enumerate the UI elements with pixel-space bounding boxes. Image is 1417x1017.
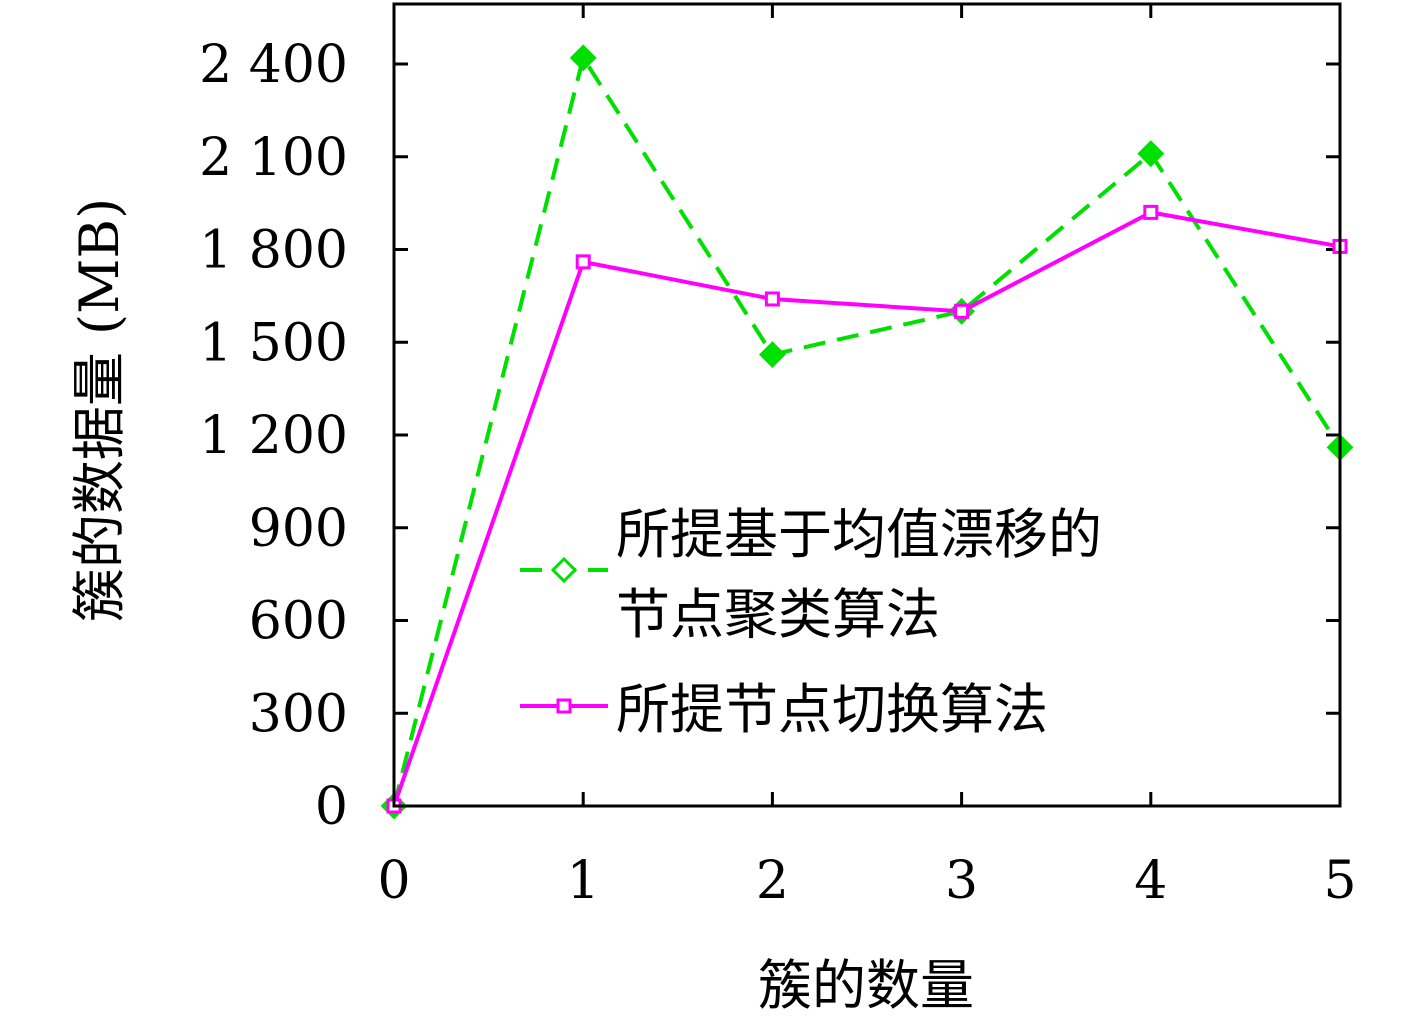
series-1-point bbox=[569, 44, 597, 72]
y-tick-label: 2 400 bbox=[199, 35, 348, 95]
y-tick-label: 900 bbox=[249, 499, 348, 559]
x-tick-label: 3 bbox=[945, 851, 978, 911]
x-tick-label: 1 bbox=[567, 851, 600, 911]
y-tick-label: 600 bbox=[249, 592, 348, 652]
y-tick-label: 1 800 bbox=[199, 221, 348, 281]
plot-area: 0 300 600 900 1 200 1 500 1 800 2 100 2 400 0 1 2 3 4… bbox=[199, 4, 1357, 911]
x-tick-label: 5 bbox=[1323, 851, 1356, 911]
plot-frame bbox=[392, 2, 1342, 808]
legend-marker-2 bbox=[556, 698, 572, 714]
legend-label-2: 所提节点切换算法 bbox=[616, 678, 1048, 741]
x-tick-label: 0 bbox=[377, 851, 410, 911]
series-1-point bbox=[758, 341, 786, 369]
x-tick-label: 2 bbox=[756, 851, 789, 911]
series-line-2 bbox=[392, 210, 1341, 807]
legend-label-1: 所提基于均值漂移的 bbox=[616, 503, 1102, 566]
series-layer bbox=[380, 44, 1354, 820]
x-tick-label: 4 bbox=[1134, 851, 1167, 911]
x-axis-title: 簇的数量 bbox=[758, 954, 974, 1017]
legend-marker-1 bbox=[550, 556, 578, 584]
y-tick-label: 1 200 bbox=[199, 406, 348, 466]
legend-label-1: 节点聚类算法 bbox=[616, 583, 940, 646]
y-axis-title: 簇的数据量 (MB) bbox=[68, 198, 131, 622]
y-tick-label: 300 bbox=[249, 684, 348, 744]
series-2-point bbox=[575, 254, 591, 270]
series-2-point bbox=[954, 303, 970, 319]
series-2-point bbox=[1143, 204, 1159, 220]
y-tick-label: 2 100 bbox=[199, 128, 348, 188]
y-tick-label: 1 500 bbox=[199, 313, 348, 373]
y-tick-label: 0 bbox=[315, 777, 348, 837]
series-2-point bbox=[764, 291, 780, 307]
series-1-point bbox=[1137, 140, 1165, 168]
